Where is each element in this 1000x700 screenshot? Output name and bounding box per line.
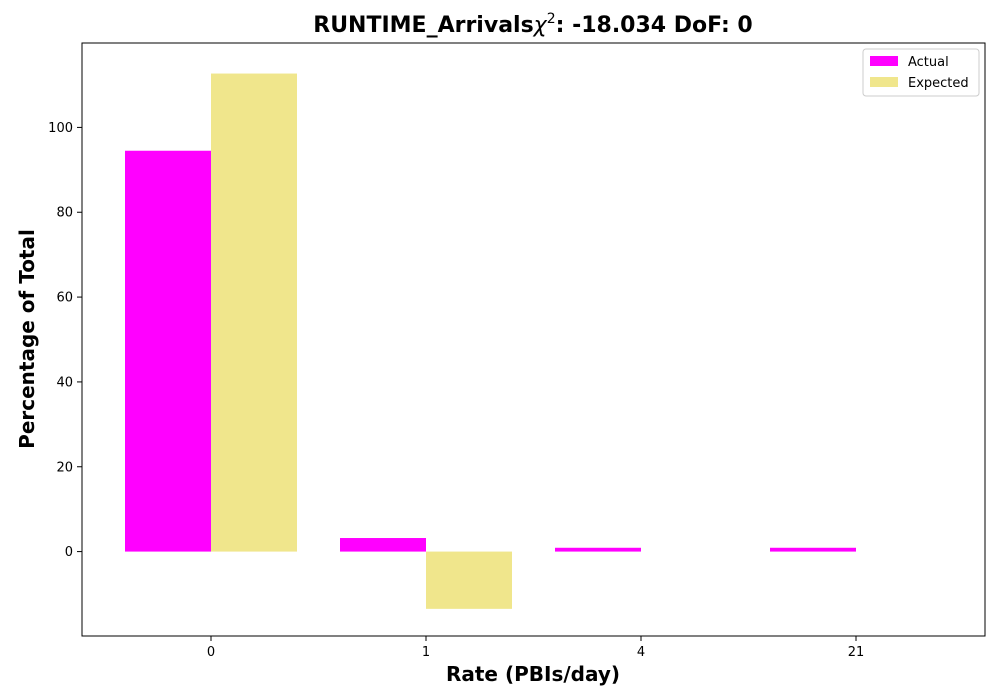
title-main: RUNTIME_Arrivals	[313, 13, 533, 38]
bar-actual-1	[340, 538, 426, 552]
title-chi-superscript: 2	[547, 11, 556, 27]
legend-swatch-actual	[870, 56, 898, 66]
title-chi-symbol: χ	[533, 13, 548, 38]
y-tick-label: 40	[56, 375, 73, 390]
x-axis-label: Rate (PBIs/day)	[446, 662, 620, 686]
legend-swatch-expected	[870, 77, 898, 87]
y-tick-label: 100	[48, 121, 73, 136]
y-tick-label: 80	[56, 206, 73, 221]
x-tick-label: 4	[637, 645, 645, 660]
x-tick-label: 1	[422, 645, 430, 660]
bar-expected-0	[211, 73, 297, 552]
plot-area	[81, 42, 986, 637]
bar-actual-21	[770, 547, 856, 552]
bar-actual-0	[125, 150, 211, 552]
chart-title: RUNTIME_Arrivalsχ2: -18.034 DoF: 0	[313, 11, 752, 38]
x-axis-ticks: 0 1 4 21	[207, 636, 864, 660]
legend-label-expected: Expected	[908, 76, 969, 91]
x-tick-label: 0	[207, 645, 215, 660]
x-tick-label: 21	[848, 645, 865, 660]
title-rest: : -18.034 DoF: 0	[556, 13, 753, 38]
y-tick-label: 60	[56, 291, 73, 306]
y-tick-label: 0	[65, 545, 73, 560]
y-tick-label: 20	[56, 460, 73, 475]
y-axis-label: Percentage of Total	[15, 229, 39, 449]
y-axis-ticks: 0 20 40 60 80 100	[48, 121, 82, 560]
bars-group	[125, 73, 856, 609]
bar-actual-4	[555, 547, 641, 552]
legend-label-actual: Actual	[908, 55, 949, 70]
bar-expected-1	[426, 551, 512, 609]
legend: Actual Expected	[862, 48, 980, 97]
